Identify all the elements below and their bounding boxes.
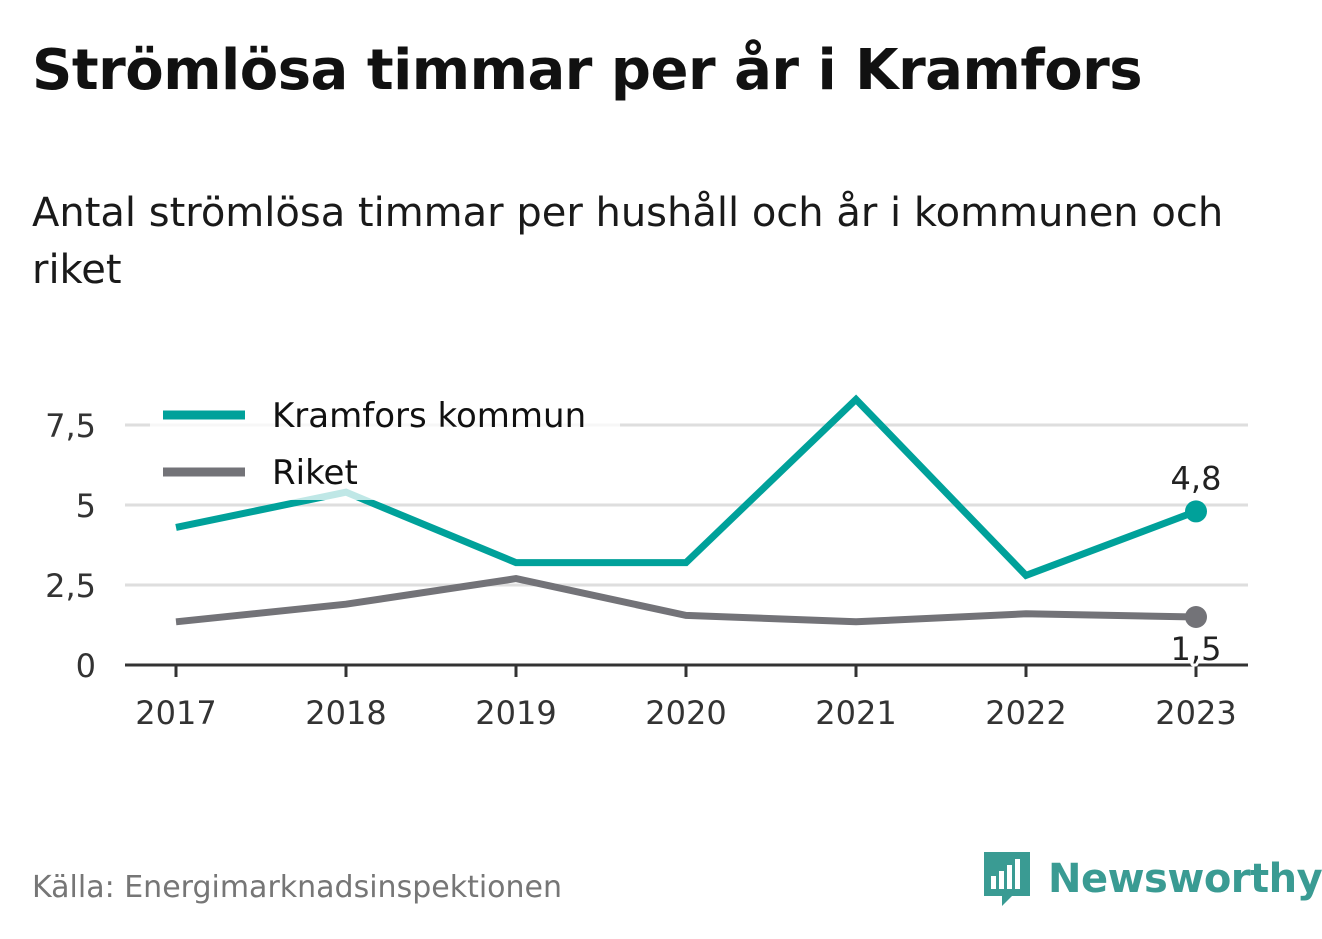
brand-name: Newsworthy	[1048, 856, 1322, 902]
line-chart: 0 2,5 5 7,5 2017 2018 2019 2020 2021 2022 2023 Kra…	[45, 388, 1248, 732]
end-value-label: 1,5	[1171, 630, 1222, 668]
axes: 0 2,5 5 7,5 2017 2018 2019 2020 2021 2022 2023	[45, 407, 1248, 732]
legend-label: Kramfors kommun	[272, 396, 586, 436]
chart-subtitle: Antal strömlösa timmar per hushåll och å…	[32, 190, 1224, 293]
end-value-label: 4,8	[1171, 459, 1222, 497]
y-tick-label: 0	[76, 647, 96, 685]
source-note: Källa: Energimarknadsinspektionen	[32, 870, 563, 905]
chart-title: Strömlösa timmar per år i Kramfors	[32, 38, 1143, 103]
legend-label: Riket	[272, 453, 358, 493]
y-tick-label: 7,5	[45, 407, 96, 445]
y-tick-label: 2,5	[45, 567, 96, 605]
x-tick-label: 2022	[985, 694, 1066, 732]
legend-background	[150, 388, 620, 500]
series-line	[175, 575, 1197, 626]
x-tick-label: 2020	[645, 694, 726, 732]
x-tick-label: 2018	[305, 694, 386, 732]
newsworthy-logo-icon	[984, 852, 1030, 906]
x-tick-label: 2021	[815, 694, 896, 732]
brand-logo: Newsworthy	[980, 848, 1322, 910]
series-endpoint	[1185, 606, 1207, 628]
y-tick-label: 5	[76, 487, 96, 525]
series-endpoint	[1185, 500, 1207, 523]
x-tick-label: 2023	[1155, 694, 1236, 732]
x-tick-label: 2019	[475, 694, 556, 732]
data-labels: 4,8 1,5	[1168, 456, 1225, 671]
x-tick-label: 2017	[135, 694, 216, 732]
legend: Kramfors kommun Riket	[150, 388, 620, 500]
